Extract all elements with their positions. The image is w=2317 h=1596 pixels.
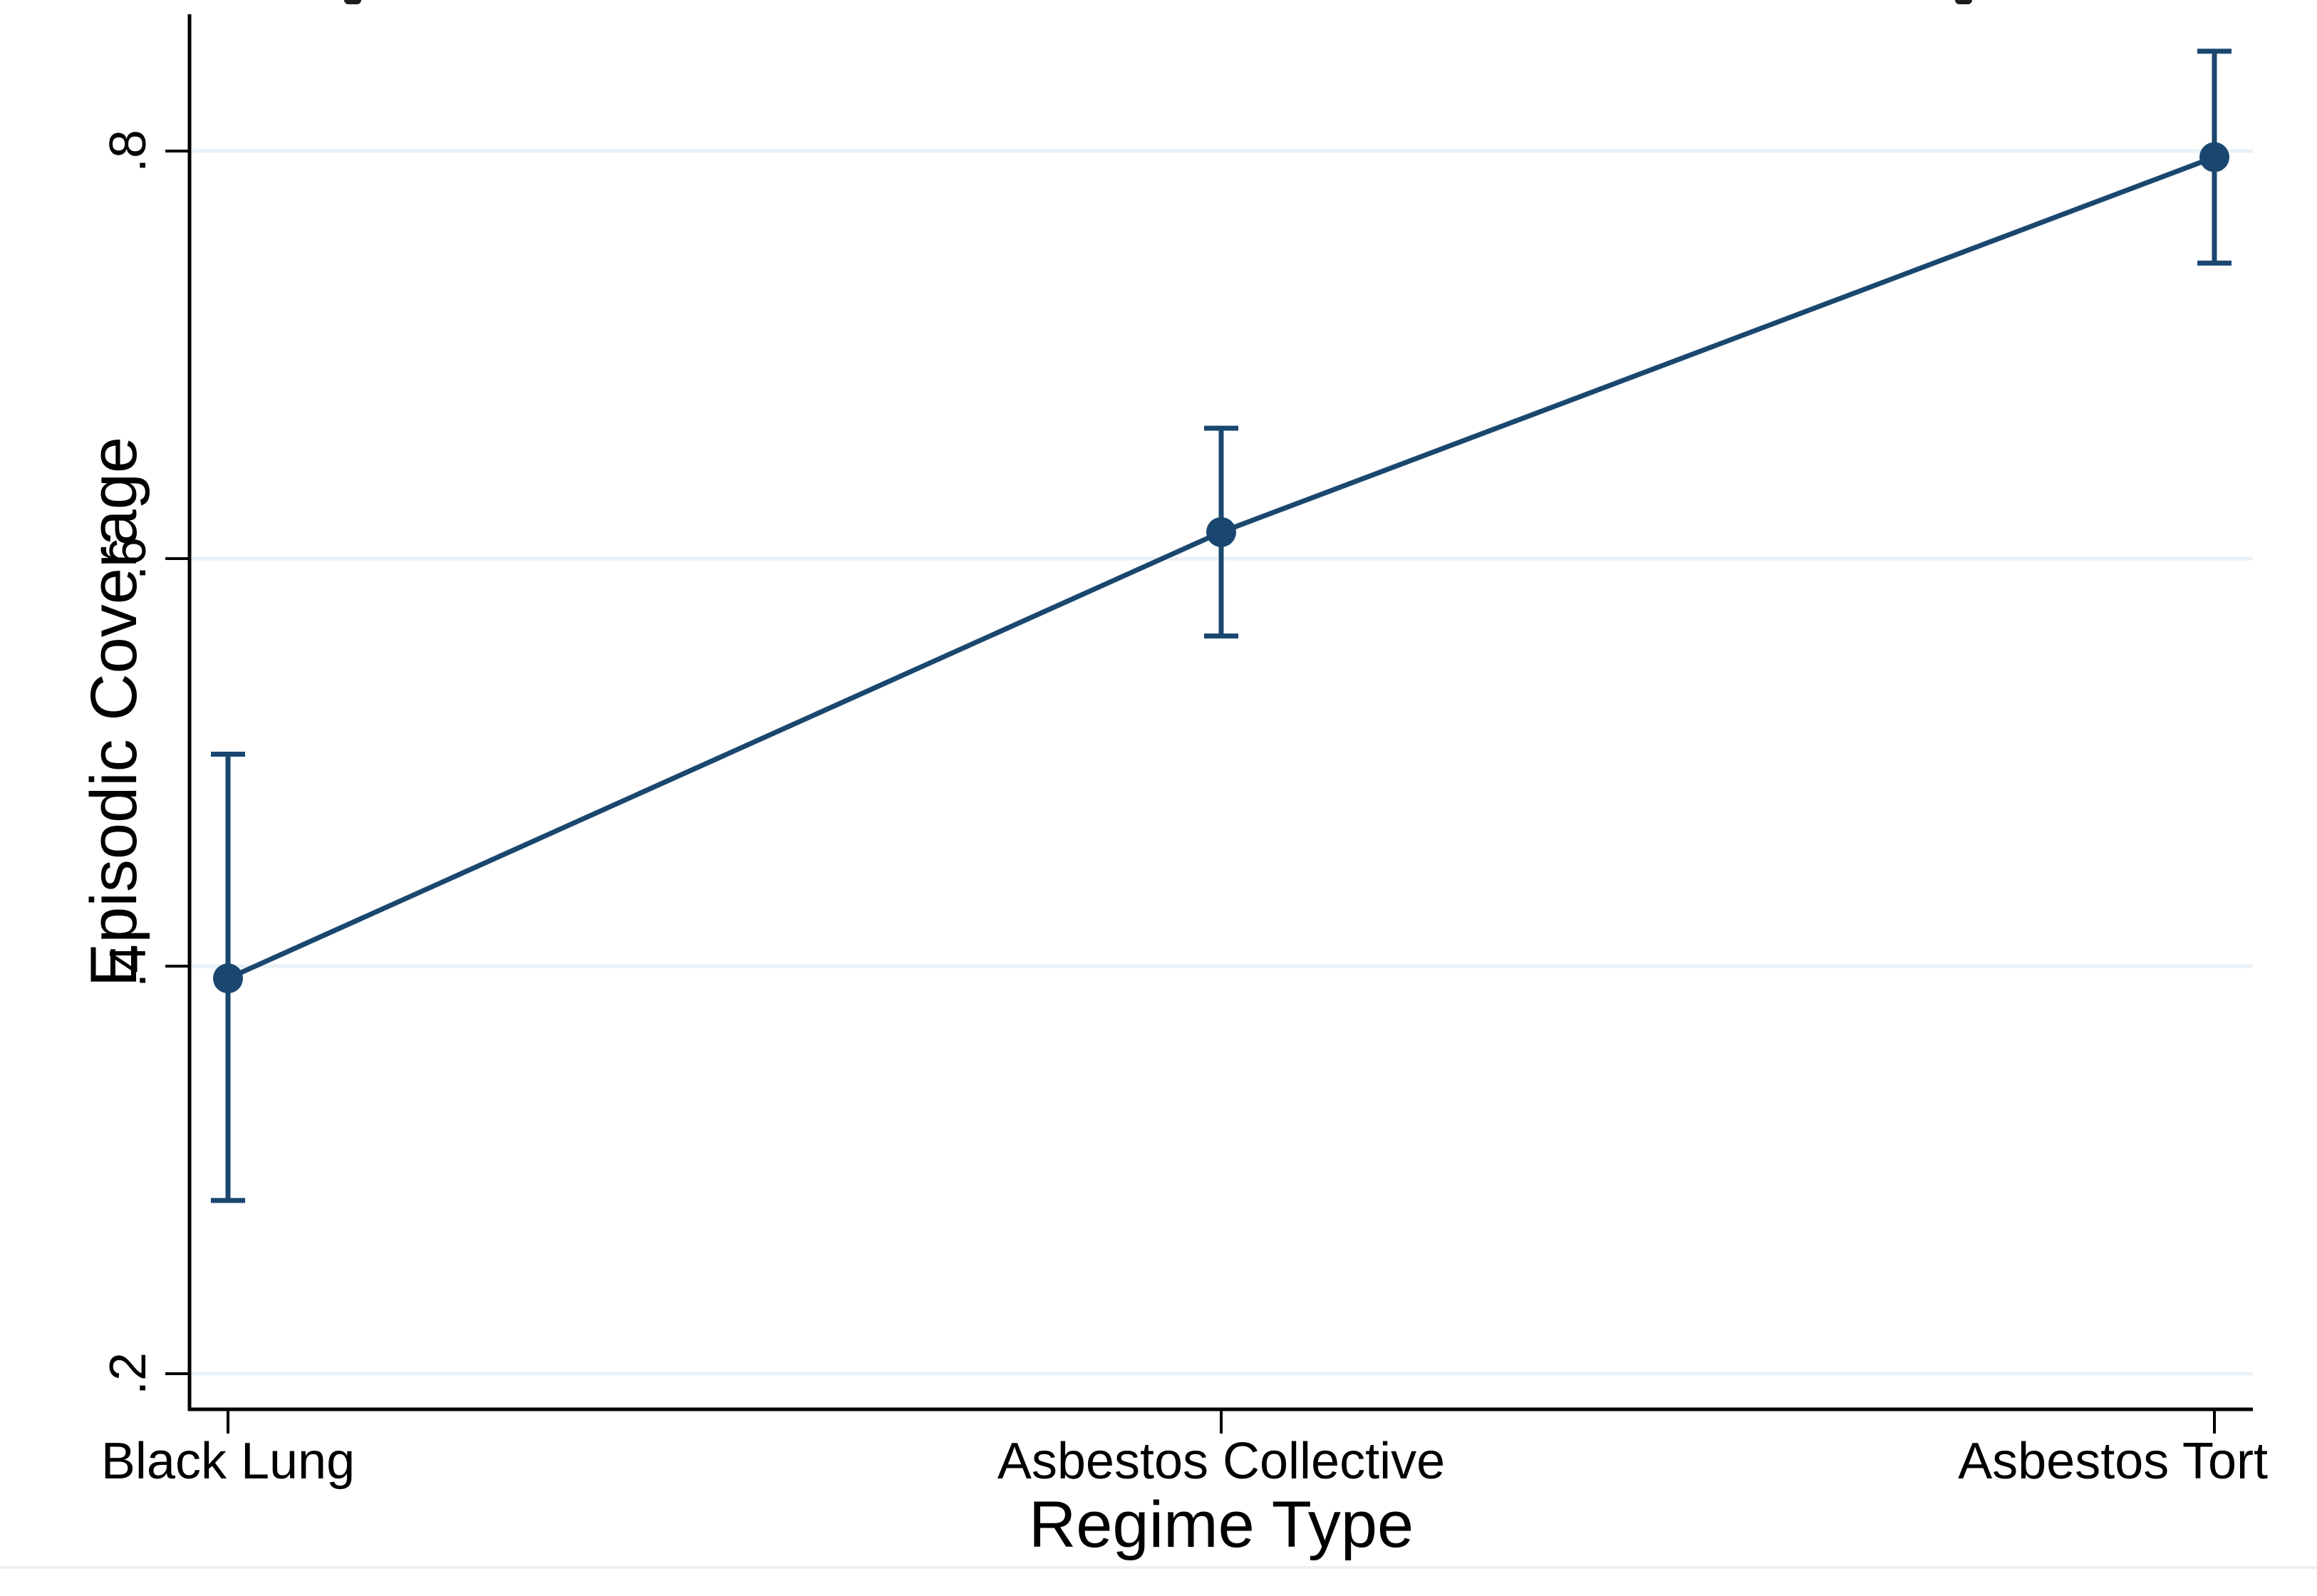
data-point-marker [213, 963, 243, 994]
y-tick-label: .4 [100, 944, 157, 988]
y-tick-label: .6 [100, 537, 157, 581]
x-tick-label: Asbestos Tort [1958, 1433, 2268, 1490]
cropped-title-remnant [1955, 0, 1972, 4]
y-tick-label: .2 [100, 1352, 157, 1396]
x-axis-title: Regime Type [1028, 1488, 1414, 1561]
data-point-marker [2199, 142, 2229, 172]
data-point-marker [1206, 517, 1236, 547]
x-tick-label: Asbestos Collective [997, 1433, 1446, 1490]
y-tick-label: .8 [100, 129, 157, 173]
x-tick-label: Black Lung [100, 1433, 356, 1490]
cropped-title-remnant [344, 0, 361, 4]
y-axis-title: Episodic Coverage [78, 436, 150, 988]
figure-bottom-rule [0, 1566, 2317, 1569]
